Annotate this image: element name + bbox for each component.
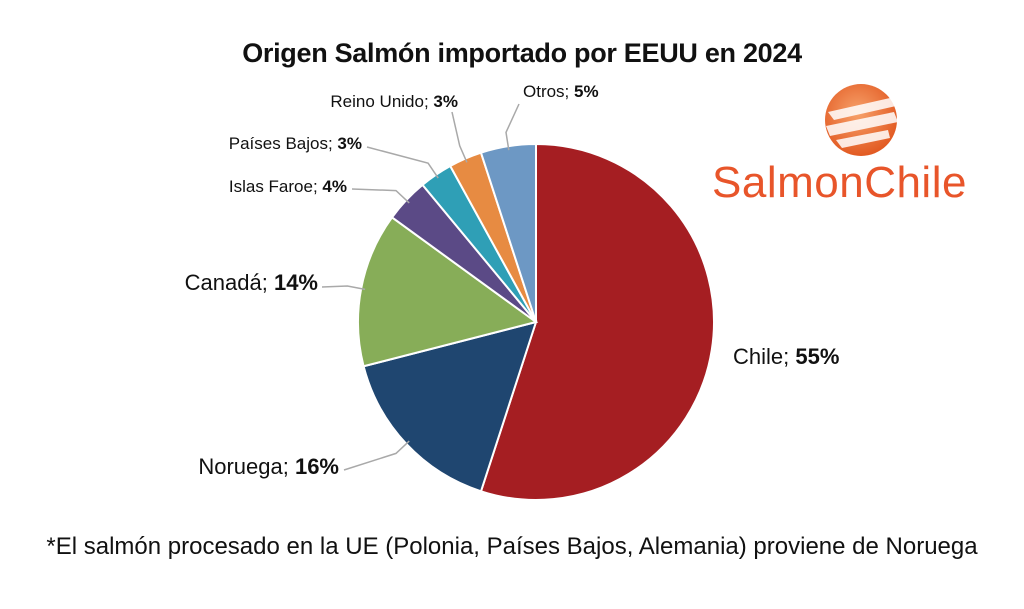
slice-label: Canadá; 14% (185, 270, 318, 295)
leader-line (321, 285, 366, 291)
slice-label-name: Reino Unido; (330, 92, 433, 111)
logo-text: SalmonChile (712, 158, 967, 207)
leader-line (505, 103, 520, 151)
slice-label-value: 5% (574, 82, 599, 101)
slice-label: Reino Unido; 3% (330, 92, 458, 111)
slice-label-name: Otros; (523, 82, 574, 101)
slice-label: Otros; 5% (523, 82, 599, 101)
footnote: *El salmón procesado en la UE (Polonia, … (46, 533, 978, 560)
slice-label: Islas Faroe; 4% (229, 177, 347, 196)
leader-line (366, 146, 439, 179)
salmonchile-logo (712, 82, 1012, 212)
slice-label-value: 3% (433, 92, 458, 111)
slice-label-value: 4% (322, 177, 347, 196)
leader-line (343, 440, 410, 471)
slice-label: Países Bajos; 3% (229, 134, 362, 153)
slice-label: Noruega; 16% (198, 454, 339, 479)
chart-title: Origen Salmón importado por EEUU en 2024 (242, 38, 802, 68)
slice-label-name: Islas Faroe; (229, 177, 323, 196)
slice-label: Chile; 55% (733, 344, 839, 369)
slice-label-name: Países Bajos; (229, 134, 338, 153)
slice-label-value: 14% (274, 270, 318, 295)
salmon-emblem-icon (825, 84, 898, 156)
slice-label-name: Chile; (733, 344, 795, 369)
slice-label-name: Noruega; (198, 454, 295, 479)
slice-label-value: 55% (795, 344, 839, 369)
slice-label-value: 16% (295, 454, 339, 479)
pie-slice-chile (479, 142, 715, 501)
leader-line (451, 111, 468, 163)
slice-label-value: 3% (337, 134, 362, 153)
leader-line (351, 188, 410, 204)
slice-label-name: Canadá; (185, 270, 274, 295)
